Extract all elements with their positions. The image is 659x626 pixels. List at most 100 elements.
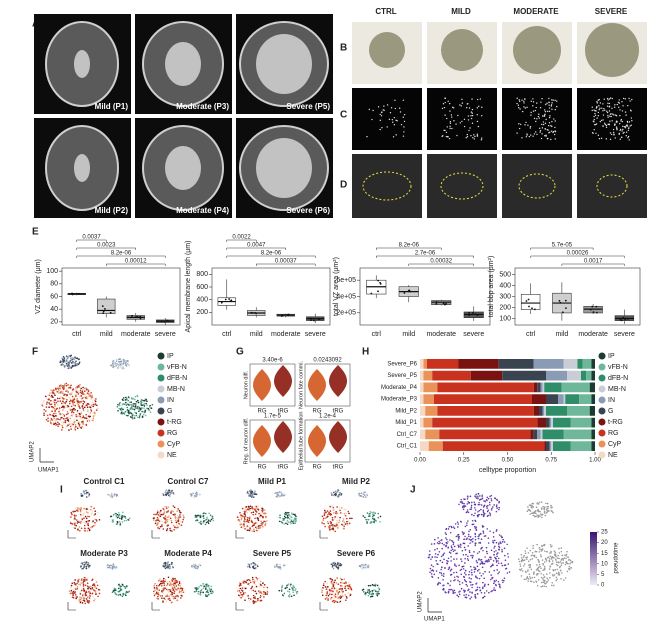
axis-arrow [39,448,54,463]
umap-dot [88,420,91,422]
umap-dot [294,589,296,592]
umap-dot [482,532,485,534]
umap-dot [117,594,120,596]
umap-dot [249,507,251,510]
stain-dot [556,100,558,102]
umap-dot [159,582,162,585]
umap-dot [346,597,348,599]
stain-dot [477,98,479,101]
umap-dot [363,491,366,494]
stain-dot [461,120,463,123]
stain-dot [615,126,618,128]
umap-dot [478,513,480,516]
umap-dot [83,401,86,403]
umap-dot [158,510,161,513]
umap-dot [51,392,54,394]
umap-dot [71,395,74,398]
umap-dot [247,595,249,597]
umap-dot [493,550,496,553]
umap-dot [148,406,151,408]
umap-dot [156,523,159,526]
umap-dot [238,591,240,593]
umap-dot [209,520,212,522]
umap-dot [65,390,67,392]
umap-dot [170,602,173,604]
umap-dot [262,522,264,524]
umap-dot [58,410,60,413]
umap-dot [66,410,69,413]
umap-dot [463,542,466,545]
umap-dot [85,563,87,565]
umap-dot [244,599,246,601]
bar-segment [551,441,553,451]
umap-dot [526,558,528,560]
umap-dot [129,407,132,410]
umap-dot [464,562,466,564]
umap-dot [73,401,76,404]
umap-dot [163,565,165,568]
umap-dot [114,592,116,594]
umap-dot [474,575,477,577]
umap-dot [294,588,297,590]
umap-dot [129,411,131,414]
umap-dot [483,504,486,507]
umap-dot [489,513,492,515]
umap-dot [331,518,334,521]
stain-dot [476,133,479,135]
stain-dot [536,118,538,120]
umap-dot [546,577,549,580]
umap-dot [439,582,442,585]
umap-dot [87,390,90,393]
umap-dot [567,562,569,565]
umap-dot [252,589,255,592]
umap-dot [366,522,368,524]
p-value: 8.2e-06 [111,251,132,257]
umap-dot [262,512,265,515]
umap-dot [167,492,169,494]
umap-dot [45,414,48,416]
umap-dot [60,396,62,398]
umap-dot [65,384,68,387]
umap-dot [554,569,557,571]
umap-dot [122,592,125,595]
umap-dot [165,529,168,532]
umap-dot [334,516,336,518]
umap-dot [468,502,470,504]
umap-dot [252,580,254,583]
umap-dot [277,563,279,566]
stain-dot [593,109,595,111]
umap-dot [79,415,82,418]
stain-dot [624,111,627,113]
umap-dot [97,595,99,598]
x-tick-label: ctrl [72,331,82,338]
umap-dot [77,390,79,393]
umap-dot [62,358,64,361]
stain-dot [592,120,595,122]
umap-dot [140,400,142,403]
stain-dot [551,102,553,104]
umap-dot [286,523,289,525]
umap-dot [116,405,119,408]
stain-dot [614,123,616,126]
umap-dot [496,504,498,506]
umap-dot [463,589,465,591]
umap-dot [54,405,56,407]
umap-dot [71,588,73,590]
umap-dot [504,567,507,570]
umap-dot [251,525,254,528]
umap-dot [498,571,500,573]
umap-dot [62,409,64,411]
umap-dot [165,507,168,510]
umap-dot [439,571,441,574]
umap-dot [485,546,488,549]
umap-dot [540,507,543,509]
umap-dot [163,505,166,508]
umap-dot [98,519,101,521]
umap-dot [457,544,459,547]
umap-dot [538,501,541,504]
umap-dot [461,531,464,533]
umap-dot [245,509,248,512]
umap-dot [119,401,121,404]
umap-dot [203,585,205,588]
violin [274,421,292,453]
